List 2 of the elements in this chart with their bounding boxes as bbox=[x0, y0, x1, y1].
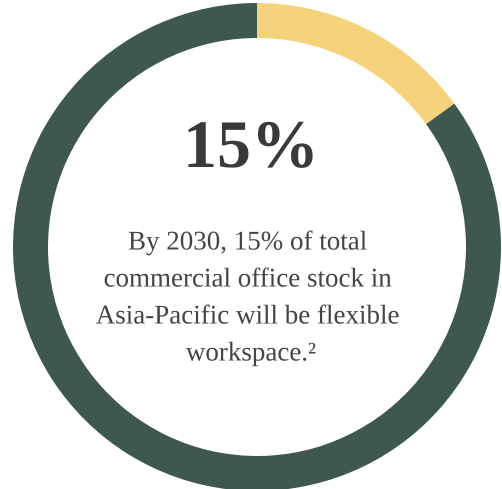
text: By 2030, 15% of total commercial office stock in Asia-Pacific will be flexible workspace.² bbox=[96, 226, 406, 366]
text: 15% bbox=[183, 106, 319, 182]
